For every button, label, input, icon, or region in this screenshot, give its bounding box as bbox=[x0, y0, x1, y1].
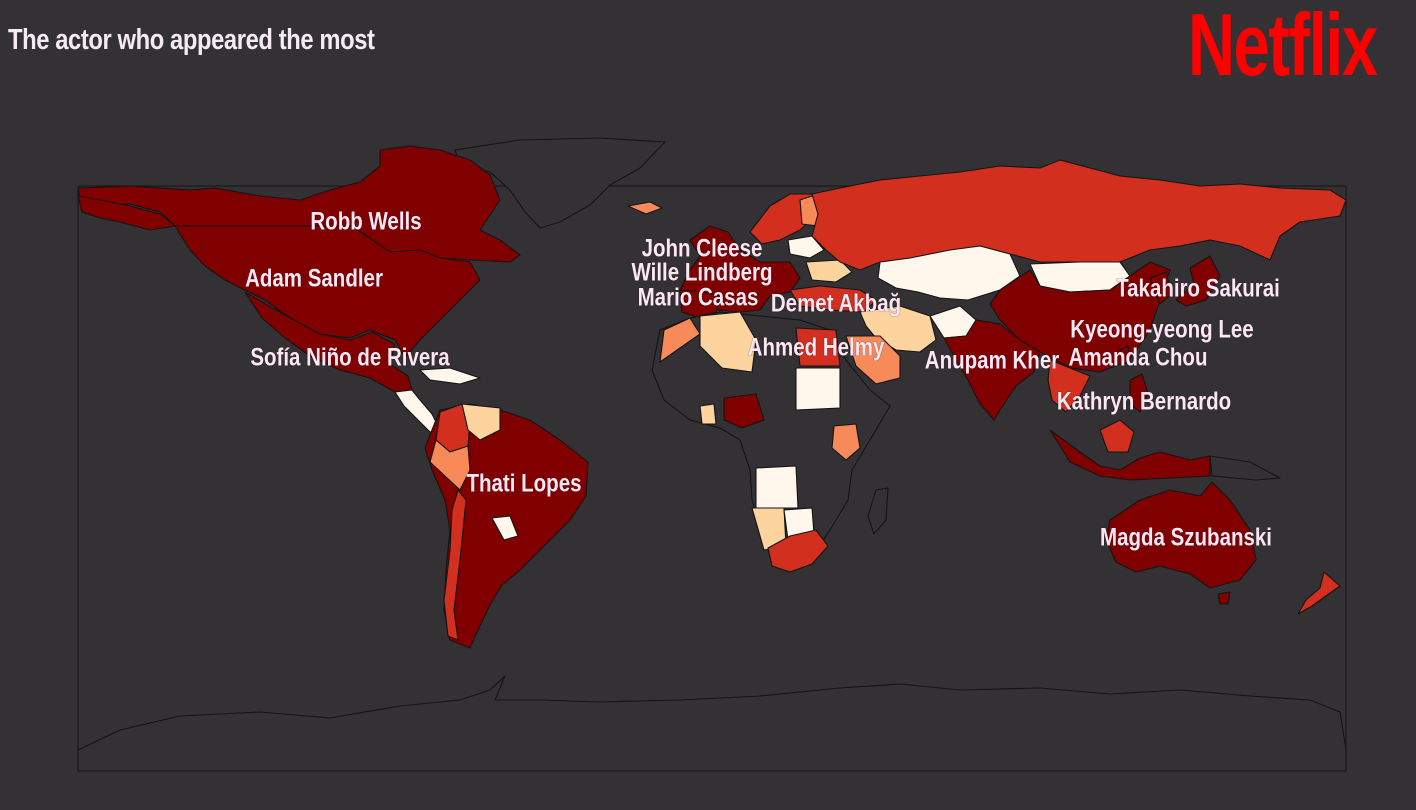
region-caribbean bbox=[419, 367, 481, 385]
region-indonesia bbox=[1049, 429, 1211, 481]
region-nigeria bbox=[723, 393, 765, 429]
label-turkey: Demet Akbağ bbox=[770, 289, 902, 318]
region-eastern-europe bbox=[805, 259, 853, 283]
region-middle-east bbox=[859, 305, 937, 353]
region-paraguay bbox=[491, 515, 519, 541]
label-united-states: Adam Sandler bbox=[245, 264, 383, 293]
region-taiwan bbox=[1119, 345, 1131, 365]
region-spain bbox=[679, 289, 721, 319]
label-egypt: Ahmed Helmy bbox=[747, 333, 885, 362]
label-sweden: Wille Lindberg bbox=[631, 258, 773, 287]
region-egypt bbox=[795, 327, 841, 367]
region-borneo bbox=[1099, 419, 1135, 453]
region-central-europe bbox=[787, 235, 825, 259]
label-australia: Magda Szubanski bbox=[1099, 523, 1273, 552]
region-australia bbox=[1105, 481, 1257, 589]
region-west-africa bbox=[699, 403, 717, 425]
region-southern-central-africa bbox=[755, 465, 799, 509]
region-russia bbox=[811, 159, 1347, 271]
region-morocco bbox=[659, 317, 701, 363]
region-mexico bbox=[244, 291, 413, 393]
label-mexico: Sofía Niño de Rivera bbox=[250, 343, 450, 372]
label-philippines: Kathryn Bernardo bbox=[1056, 387, 1232, 416]
netflix-logo: Netflix bbox=[1188, 0, 1378, 94]
region-india bbox=[943, 319, 1041, 421]
label-south-korea: Kyeong-yeong Lee bbox=[1070, 315, 1254, 344]
region-peru bbox=[429, 439, 471, 491]
region-alaska bbox=[77, 195, 176, 231]
region-tasmania bbox=[1217, 591, 1231, 605]
region-new-guinea bbox=[1209, 455, 1281, 481]
region-sudan bbox=[795, 367, 841, 411]
region-algeria bbox=[699, 311, 757, 373]
label-united-kingdom: John Cleese bbox=[641, 234, 763, 263]
region-korea bbox=[1149, 271, 1173, 305]
label-canada: Robb Wells bbox=[310, 207, 422, 236]
region-venezuela bbox=[461, 403, 501, 441]
label-brazil: Thati Lopes bbox=[466, 469, 582, 498]
region-philippines bbox=[1129, 373, 1149, 413]
label-taiwan: Amanda Chou bbox=[1068, 343, 1208, 372]
region-south-africa bbox=[767, 529, 829, 573]
region-saudi-arabia bbox=[845, 335, 901, 385]
region-kenya bbox=[831, 423, 861, 461]
region-japan bbox=[1175, 255, 1221, 307]
label-india: Anupam Kher bbox=[924, 346, 1060, 375]
region-madagascar bbox=[867, 487, 889, 535]
region-greenland bbox=[454, 137, 666, 229]
region-chile bbox=[443, 489, 467, 641]
label-spain: Mario Casas bbox=[637, 283, 759, 312]
region-turkey bbox=[789, 285, 877, 313]
map-title: The actor who appeared the most bbox=[8, 24, 375, 56]
label-japan: Takahiro Sakurai bbox=[1116, 274, 1280, 303]
region-southeast-asia bbox=[1047, 359, 1091, 413]
region-new-zealand bbox=[1297, 571, 1341, 615]
region-antarctica bbox=[77, 675, 1347, 772]
region-iceland bbox=[627, 201, 663, 215]
region-western-europe bbox=[679, 225, 801, 313]
region-united-states bbox=[174, 225, 481, 359]
